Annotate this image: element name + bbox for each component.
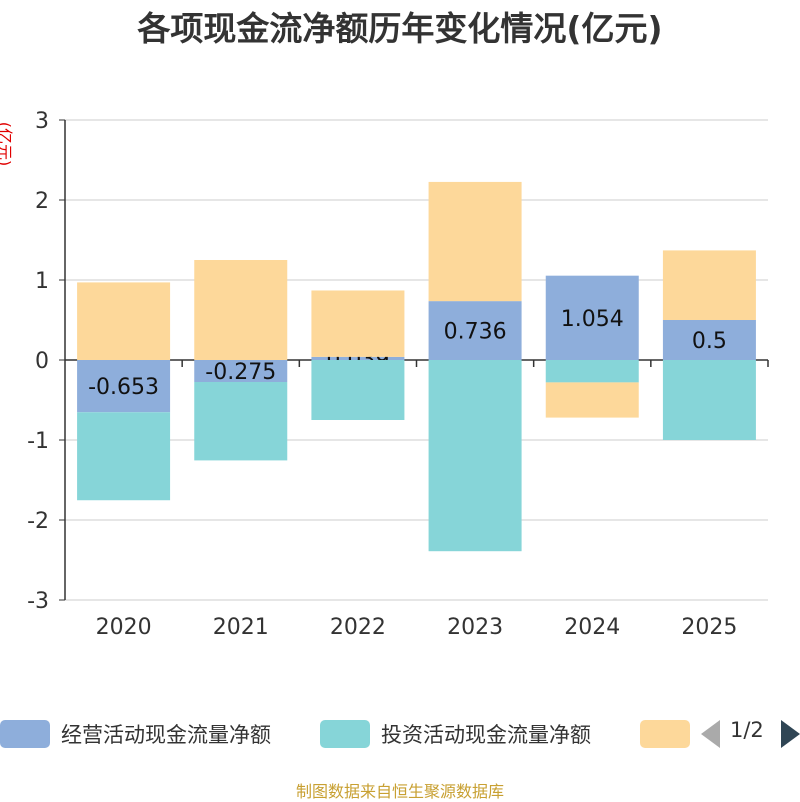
x-tick-label: 2020 (96, 615, 152, 640)
y-tick-label: -3 (27, 589, 49, 614)
bar-series-1 (194, 382, 288, 461)
x-tick-label: 2024 (564, 615, 620, 640)
bar-series-0 (311, 356, 405, 360)
legend-item-operating[interactable]: 经营活动现金流量净额 (0, 716, 271, 752)
legend-page-indicator: 1/2 (730, 718, 764, 742)
legend-next-arrow-icon[interactable] (781, 720, 800, 748)
legend-prev-arrow-icon[interactable] (701, 720, 720, 748)
data-label: -0.275 (205, 360, 276, 385)
legend-swatch-third (640, 720, 690, 748)
bar-series-0 (194, 360, 288, 382)
x-tick-label: 2021 (213, 615, 269, 640)
legend: 经营活动现金流量净额 投资活动现金流量净额 (0, 716, 800, 752)
y-tick-label: 0 (35, 349, 49, 374)
bar-series-1 (662, 360, 756, 440)
data-label: 0.736 (444, 320, 507, 345)
x-tick-label: 2022 (330, 615, 386, 640)
bar-series-2 (311, 290, 405, 357)
bar-series-1 (311, 360, 405, 420)
bar-series-0 (428, 301, 522, 360)
legend-item-investing[interactable]: 投资活动现金流量净额 (320, 716, 591, 752)
bar-series-1 (545, 360, 639, 383)
bar-series-1 (77, 412, 171, 501)
data-label: -0.653 (88, 375, 159, 400)
bar-series-2 (428, 181, 522, 302)
bar-series-2 (77, 282, 171, 360)
bar-series-0 (545, 275, 639, 360)
y-tick-label: -1 (27, 429, 49, 454)
legend-item-third[interactable] (640, 716, 690, 752)
bar-series-1 (428, 360, 522, 552)
source-note: 制图数据来自恒生聚源数据库 (295, 782, 504, 801)
y-tick-label: 3 (35, 109, 49, 134)
bar-series-2 (545, 382, 639, 418)
y-tick-label: -2 (27, 509, 49, 534)
x-tick-label: 2025 (681, 615, 737, 640)
bar-series-0 (77, 360, 171, 413)
y-tick-label: 2 (35, 189, 49, 214)
y-tick-label: 1 (35, 269, 49, 294)
bar-series-0 (662, 320, 756, 360)
data-label: 1.054 (561, 307, 624, 332)
x-tick-label: 2023 (447, 615, 503, 640)
legend-label-operating: 经营活动现金流量净额 (61, 723, 271, 747)
data-label: 0.5 (692, 329, 727, 354)
chart-title: 各项现金流净额历年变化情况(亿元) (137, 9, 663, 48)
legend-swatch-investing (320, 720, 370, 748)
bar-series-2 (662, 250, 756, 320)
bar-series-2 (194, 260, 288, 360)
legend-swatch-operating (0, 720, 50, 748)
legend-label-investing: 投资活动现金流量净额 (381, 723, 591, 747)
